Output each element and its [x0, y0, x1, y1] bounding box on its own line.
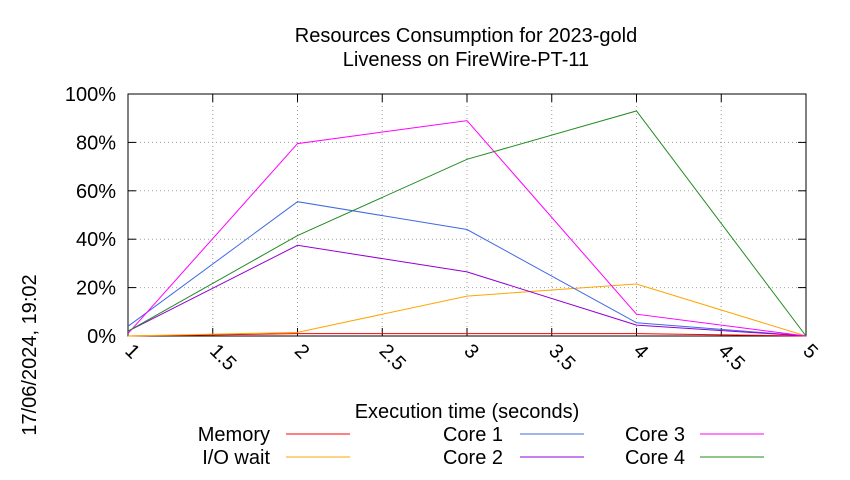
y-tick-label: 20% [76, 278, 116, 300]
x-tick-label: 2 [290, 340, 313, 363]
x-axis-label: Execution time (seconds) [355, 401, 580, 423]
legend-label: I/O wait [202, 447, 270, 469]
series-line-core-3 [127, 120, 807, 337]
y-tick-label: 100% [65, 84, 116, 106]
x-tick-label: 2.5 [375, 340, 410, 375]
legend-label: Core 1 [443, 424, 503, 446]
legend-label: Core 3 [625, 424, 685, 446]
series-layer [127, 110, 807, 337]
axes-layer: 0% 20% 40% 60% 80% 100% 1 1.5 2 2.5 3 3.5 4 4.5 5 [65, 84, 822, 375]
timestamp-label: 17/06/2024, 19:02 [19, 274, 41, 435]
series-line-i-o-wait [127, 283, 807, 337]
x-tick-label: 1 [120, 340, 143, 363]
series-line-core-1 [127, 201, 807, 337]
x-tick-label: 3 [459, 340, 482, 363]
y-tick-label: 0% [87, 326, 116, 348]
x-tick-label: 4.5 [714, 340, 749, 375]
legend-label: Memory [198, 424, 270, 446]
y-tick-label: 40% [76, 229, 116, 251]
legend-item-core-4: Core 4 [625, 447, 764, 469]
chart-title-line1: Resources Consumption for 2023-gold [295, 25, 637, 47]
y-tick-label: 60% [76, 181, 116, 203]
legend-item-memory: Memory [198, 424, 350, 446]
series-line-core-4 [127, 110, 807, 337]
series-line-core-2 [127, 244, 807, 337]
x-tick-label: 4 [629, 340, 652, 363]
chart-title-line2: Liveness on FireWire-PT-11 [343, 49, 589, 71]
x-tick-label: 5 [798, 340, 821, 363]
labels-layer: Resources Consumption for 2023-gold Live… [19, 25, 637, 436]
x-tick-label: 1.5 [205, 340, 240, 375]
x-tick-label: 3.5 [544, 340, 579, 375]
y-tick-label: 80% [76, 132, 116, 154]
legend-item-core-1: Core 1 [443, 424, 584, 446]
legend-label: Core 2 [443, 447, 503, 469]
legend-item-i-o-wait: I/O wait [202, 447, 350, 469]
series-line-memory [127, 333, 807, 337]
legend-label: Core 4 [625, 447, 685, 469]
legend-item-core-2: Core 2 [443, 447, 584, 469]
legend-item-core-3: Core 3 [625, 424, 764, 446]
grid-layer [128, 94, 806, 336]
